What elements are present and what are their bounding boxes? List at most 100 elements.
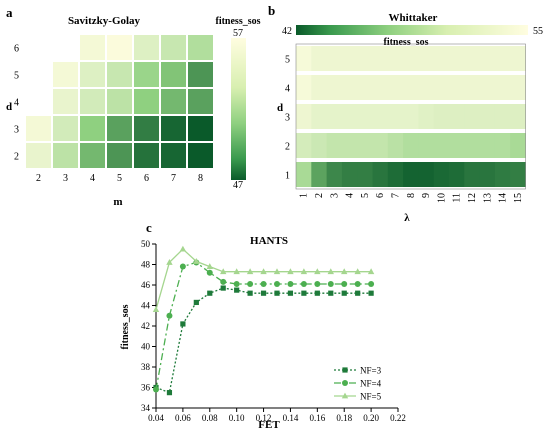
heatmap-a-cell [80,143,105,168]
heatmap-b-cell [387,104,404,129]
heatmap-b-xtick: 1 [299,193,310,198]
heatmap-a-cell [53,89,78,114]
heatmap-b-cell [418,104,435,129]
line-chart-xtick: 0.18 [336,413,352,423]
heatmap-b-colorbar-title: fitness_sos [383,37,428,48]
heatmap-a-colorbar-max: 57 [233,28,243,39]
heatmap-b-cell [464,104,480,129]
heatmap-b-cell [449,104,465,129]
line-point-NF=5 [206,263,213,269]
heatmap-a-xtick: 7 [171,173,176,184]
heatmap-b-ytick: 4 [285,84,290,95]
line-chart-xtick: 0.16 [309,413,325,423]
heatmap-a-xtick: 4 [90,173,95,184]
line-point-NF=5 [327,268,334,275]
heatmap-b-cell [433,104,450,129]
line-point-NF=4 [233,280,240,287]
heatmap-a-cell [26,89,51,114]
heatmap-b-xtick: 5 [360,193,371,198]
heatmap-a-ylabel: d [6,101,12,113]
line-point-NF=3 [355,290,361,296]
heatmap-a-xtick: 6 [144,173,149,184]
line-chart-xtick: 0.22 [390,413,406,423]
line-point-NF=4 [206,269,213,276]
heatmap-b-cell [464,46,480,71]
line-chart-xtick: 0.04 [148,413,164,423]
line-point-NF=4 [179,263,186,270]
heatmap-a-cell [107,35,132,60]
heatmap-b-cell [296,162,312,187]
heatmap-a-cell [26,62,51,87]
heatmap-b-cell [341,46,358,71]
heatmap-b-xtick: 7 [390,193,401,198]
line-chart-xtick: 0.10 [229,413,245,423]
heatmap-a-xtick: 5 [117,173,122,184]
heatmap-a-cell [161,89,186,114]
heatmap-a-cell [53,62,78,87]
heatmap-a-colorbar-title: fitness_sos [215,16,260,27]
heatmap-b-cell [326,162,343,187]
line-point-NF=3 [220,285,226,291]
line-point-NF=5 [341,268,348,275]
heatmap-a-ytick: 4 [14,98,19,109]
heatmap-b-cell [296,75,312,100]
line-chart-ylabel: fitness_sos [120,304,131,349]
line-point-NF=4 [247,280,254,287]
heatmap-b-cell [510,46,526,71]
line-point-NF=3 [287,290,294,296]
line-point-NF=5 [367,268,375,275]
line-chart-xtick: 0.20 [363,413,379,423]
line-point-NF=4 [166,312,173,319]
heatmap-b-cell [341,162,358,187]
heatmap-a-ytick: 2 [14,152,19,163]
heatmap-b-xtick: 3 [329,193,340,198]
heatmap-b-cell [494,46,511,71]
line-point-NF=5 [246,268,254,275]
heatmap-b-cell [510,75,526,100]
line-point-NF=4 [354,280,361,287]
heatmap-b-colorbar-max: 55 [533,26,543,37]
heatmap-b-cell [449,46,465,71]
line-chart-ytick: 38 [141,362,151,372]
heatmap-b-frame [295,43,526,190]
heatmap-a-cell [188,116,213,141]
heatmap-b-ytick: 3 [285,113,290,124]
heatmap-a-xtick: 2 [36,173,41,184]
line-chart-xtick: 0.14 [283,413,299,423]
heatmap-b-xlabel: λ [404,212,410,224]
heatmap-b-cell [357,104,373,129]
line-point-NF=4 [314,280,321,287]
line-point-NF=3 [341,290,347,296]
heatmap-b-cell [311,133,327,158]
heatmap-b-cell [479,75,496,100]
heatmap-a-cell [107,143,132,168]
heatmap-b-cell [449,162,465,187]
line-point-NF=3 [301,290,307,296]
line-chart-ytick: 36 [141,383,151,393]
heatmap-b-cell [403,162,419,187]
heatmap-b-cell [372,104,389,129]
heatmap-b-cell [357,162,373,187]
line-point-NF=5 [287,268,294,275]
heatmap-b-title: Whittaker [389,12,438,24]
heatmap-a-cell [80,35,105,60]
heatmap-b-xtick: 6 [375,193,386,198]
heatmap-b-cell [403,133,419,158]
panel-label-b: b [268,3,275,18]
heatmap-a-cell [188,35,213,60]
heatmap-b-xtick: 2 [314,193,325,198]
line-point-NF=3 [166,390,173,396]
heatmap-b-cell [296,104,312,129]
heatmap-b-cell [418,162,435,187]
legend-label: NF=4 [360,379,382,389]
line-point-NF=5 [354,268,361,275]
heatmap-b-xtick: 10 [436,193,447,203]
heatmap-a-cell [188,62,213,87]
line-series-5 [155,248,372,310]
heatmap-b-colorbar [296,25,528,35]
heatmap-b-cell [494,162,511,187]
line-point-NF=4 [341,280,348,287]
line-chart-title: HANTS [250,235,288,247]
line-point-NF=3 [247,290,253,296]
